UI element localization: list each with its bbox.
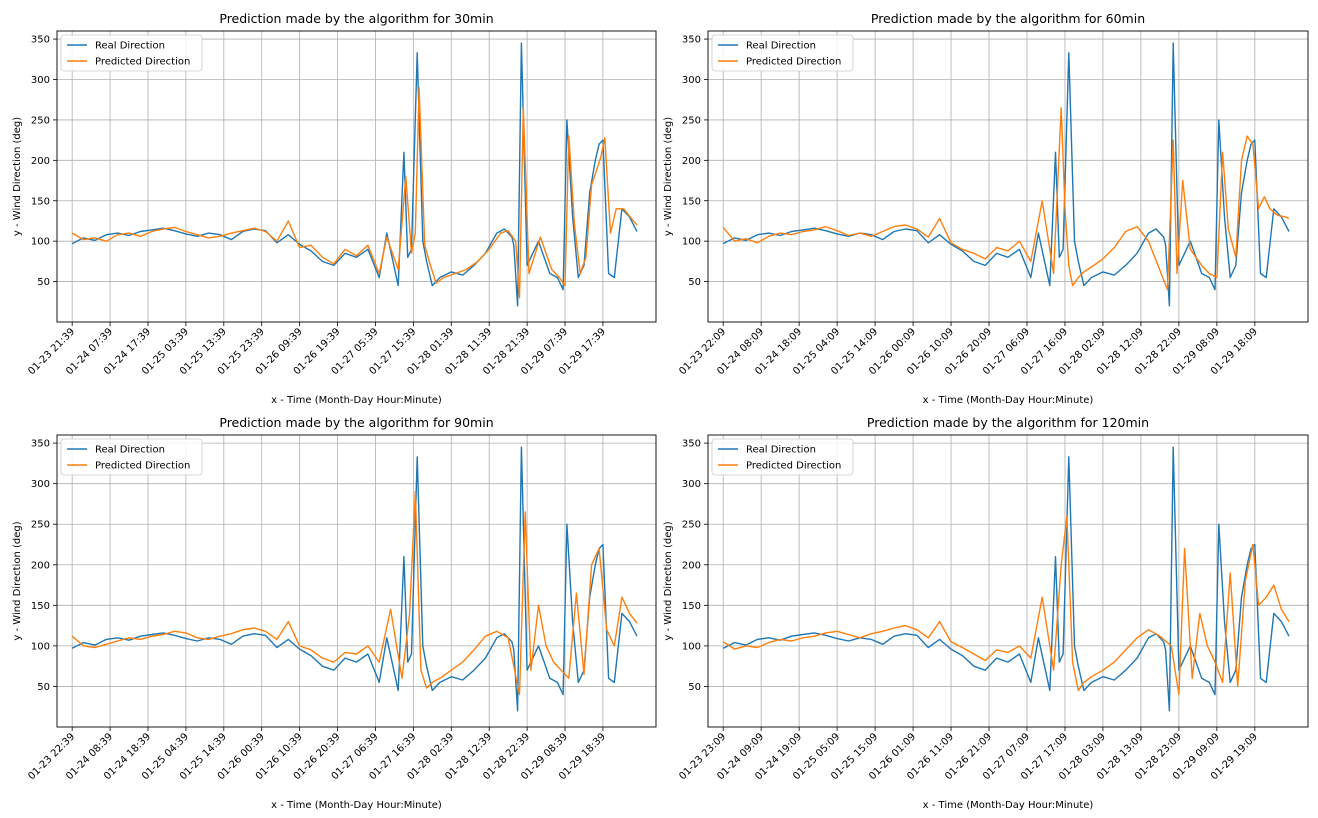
x-axis-label: x - Time (Month-Day Hour:Minute) xyxy=(923,800,1094,811)
y-tick-label: 100 xyxy=(31,641,50,652)
series-line-real xyxy=(722,42,1290,307)
series-line-predicted xyxy=(71,86,638,299)
y-tick-label: 300 xyxy=(682,75,701,86)
y-tick-label: 250 xyxy=(682,115,701,126)
legend-label: Real Direction xyxy=(95,41,165,52)
axes-frame xyxy=(56,434,657,728)
x-axis-label: x - Time (Month-Day Hour:Minute) xyxy=(271,395,442,406)
legend-label: Predicted Direction xyxy=(746,57,841,68)
y-tick-label: 200 xyxy=(31,156,50,167)
y-tick-label: 250 xyxy=(682,520,701,531)
y-tick-label: 50 xyxy=(37,682,50,693)
series-line-real xyxy=(71,446,638,712)
axes-frame xyxy=(56,30,657,323)
y-tick-label: 150 xyxy=(31,601,50,612)
y-axis-label: y - Wind Direction (deg) xyxy=(12,117,23,236)
legend-box xyxy=(60,438,203,476)
y-axis-label: y - Wind Direction (deg) xyxy=(663,521,674,640)
legend-box xyxy=(711,438,854,476)
legend: Real Direction Predicted Direction xyxy=(60,34,203,72)
y-tick-label: 50 xyxy=(688,682,701,693)
y-tick-label: 300 xyxy=(31,479,50,490)
legend: Real Direction Predicted Direction xyxy=(711,438,854,476)
legend-label: Real Direction xyxy=(746,41,816,52)
y-tick-label: 150 xyxy=(682,196,701,207)
series-line-predicted xyxy=(722,107,1290,291)
y-tick-label: 350 xyxy=(682,439,701,450)
x-axis-label: x - Time (Month-Day Hour:Minute) xyxy=(923,395,1094,406)
legend-box xyxy=(60,34,203,72)
series-line-predicted xyxy=(722,515,1290,696)
y-tick-label: 50 xyxy=(37,277,50,288)
chart-title: Prediction made by the algorithm for 60m… xyxy=(871,11,1145,26)
legend-box xyxy=(711,34,854,72)
y-tick-label: 200 xyxy=(682,156,701,167)
series-line-real xyxy=(71,42,638,307)
y-tick-label: 300 xyxy=(31,75,50,86)
legend: Real Direction Predicted Direction xyxy=(711,34,854,72)
y-tick-label: 150 xyxy=(31,196,50,207)
legend-label: Predicted Direction xyxy=(95,461,190,472)
axes-frame xyxy=(707,434,1309,728)
legend-label: Predicted Direction xyxy=(95,57,190,68)
legend-label: Real Direction xyxy=(746,445,816,456)
y-axis-label: y - Wind Direction (deg) xyxy=(663,117,674,236)
chart-title: Prediction made by the algorithm for 30m… xyxy=(219,11,493,26)
y-tick-label: 350 xyxy=(31,35,50,46)
legend-label: Predicted Direction xyxy=(746,461,841,472)
y-tick-label: 100 xyxy=(682,237,701,248)
y-tick-label: 100 xyxy=(31,237,50,248)
y-tick-label: 150 xyxy=(682,601,701,612)
legend: Real Direction Predicted Direction xyxy=(60,438,203,476)
x-axis-label: x - Time (Month-Day Hour:Minute) xyxy=(271,800,442,811)
chart-title: Prediction made by the algorithm for 90m… xyxy=(219,415,493,430)
y-tick-label: 200 xyxy=(682,560,701,571)
y-tick-label: 50 xyxy=(688,277,701,288)
series-line-real xyxy=(722,446,1290,712)
axes-frame xyxy=(707,30,1309,323)
y-tick-label: 250 xyxy=(31,520,50,531)
y-axis-label: y - Wind Direction (deg) xyxy=(12,521,23,640)
series-line-predicted xyxy=(71,491,638,696)
legend-label: Real Direction xyxy=(95,445,165,456)
y-tick-label: 100 xyxy=(682,641,701,652)
y-tick-label: 350 xyxy=(682,35,701,46)
y-tick-label: 200 xyxy=(31,560,50,571)
chart-title: Prediction made by the algorithm for 120… xyxy=(867,415,1149,430)
y-tick-label: 250 xyxy=(31,115,50,126)
y-tick-label: 300 xyxy=(682,479,701,490)
y-tick-label: 350 xyxy=(31,439,50,450)
